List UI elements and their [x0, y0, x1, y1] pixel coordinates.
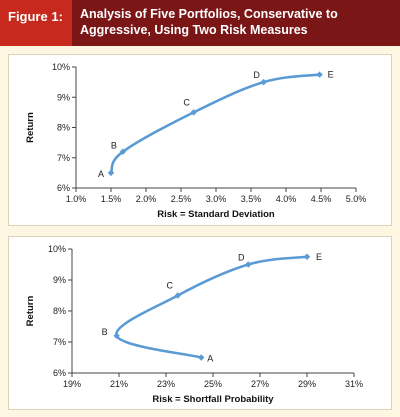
- series-line: [115, 255, 309, 359]
- series-line: [109, 73, 321, 175]
- point-label-d: D: [238, 253, 245, 263]
- y-tick-label: 7%: [57, 153, 70, 163]
- x-tick-label: 4.0%: [276, 194, 297, 204]
- point-label-d: D: [253, 70, 260, 80]
- data-point-a: [198, 354, 205, 361]
- x-tick-label: 23%: [157, 379, 175, 389]
- data-point-a: [107, 169, 115, 177]
- data-point-b: [113, 332, 120, 339]
- y-tick-label: 7%: [53, 337, 66, 347]
- x-tick-label: 27%: [251, 379, 269, 389]
- chart-panel-shortfall: 6% 7% 8% 9% 10% 19% 21% 23% 25% 27% 29% 31% Risk = S…: [8, 236, 392, 410]
- point-label-e: E: [328, 70, 334, 80]
- x-axis-title: Risk = Shortfall Probability: [152, 394, 274, 405]
- data-point-c: [190, 109, 197, 116]
- x-tick-label: 4.5%: [311, 194, 332, 204]
- x-tick-label: 31%: [345, 379, 363, 389]
- y-axis-title: Return: [25, 112, 36, 143]
- figure-header: Figure 1: Analysis of Five Portfolios, C…: [0, 0, 400, 46]
- x-axis-title: Risk = Standard Deviation: [157, 209, 275, 220]
- data-point-e: [316, 71, 323, 78]
- x-tick-label: 3.0%: [206, 194, 227, 204]
- x-tick-label: 1.0%: [66, 194, 87, 204]
- chart-panel-std-dev: 6% 7% 8% 9% 10% 1.0% 1.5% 2.0% 2.5% 3.0% 3.5% 4.0% 4…: [8, 54, 392, 226]
- point-label-b: B: [102, 327, 108, 337]
- point-label-a: A: [98, 169, 104, 179]
- data-point-e: [303, 253, 311, 260]
- x-tick-label: 3.5%: [241, 194, 262, 204]
- y-tick-label: 9%: [53, 275, 66, 285]
- y-axis-title: Return: [25, 296, 36, 327]
- figure-label: Figure 1:: [0, 0, 72, 46]
- x-tick-label: 21%: [110, 379, 128, 389]
- x-tick-label: 25%: [204, 379, 222, 389]
- chart-shortfall: 6% 7% 8% 9% 10% 19% 21% 23% 25% 27% 29% 31% Risk = S…: [25, 244, 363, 405]
- data-point-d: [260, 78, 267, 86]
- x-tick-label: 5.0%: [346, 194, 367, 204]
- y-tick-label: 6%: [57, 183, 70, 193]
- x-tick-label: 1.5%: [101, 194, 122, 204]
- point-label-e: E: [316, 252, 322, 262]
- figure-title: Analysis of Five Portfolios, Conservativ…: [80, 7, 338, 37]
- point-label-c: C: [183, 97, 190, 107]
- x-tick-label: 29%: [298, 379, 316, 389]
- chart-std-dev: 6% 7% 8% 9% 10% 1.0% 1.5% 2.0% 2.5% 3.0% 3.5% 4.0% 4…: [25, 62, 367, 220]
- y-tick-label: 8%: [53, 306, 66, 316]
- y-tick-label: 8%: [57, 123, 70, 133]
- point-label-c: C: [167, 281, 174, 291]
- point-label-b: B: [111, 141, 117, 151]
- y-tick-label: 6%: [53, 368, 66, 378]
- x-tick-label: 2.5%: [171, 194, 192, 204]
- y-tick-label: 10%: [48, 244, 66, 254]
- data-point-d: [245, 261, 252, 268]
- y-tick-label: 9%: [57, 92, 70, 102]
- x-tick-label: 19%: [63, 379, 81, 389]
- data-point-b: [119, 148, 127, 155]
- x-tick-label: 2.0%: [136, 194, 157, 204]
- point-label-a: A: [207, 354, 213, 364]
- data-point-c: [174, 292, 181, 299]
- y-tick-label: 10%: [52, 62, 70, 72]
